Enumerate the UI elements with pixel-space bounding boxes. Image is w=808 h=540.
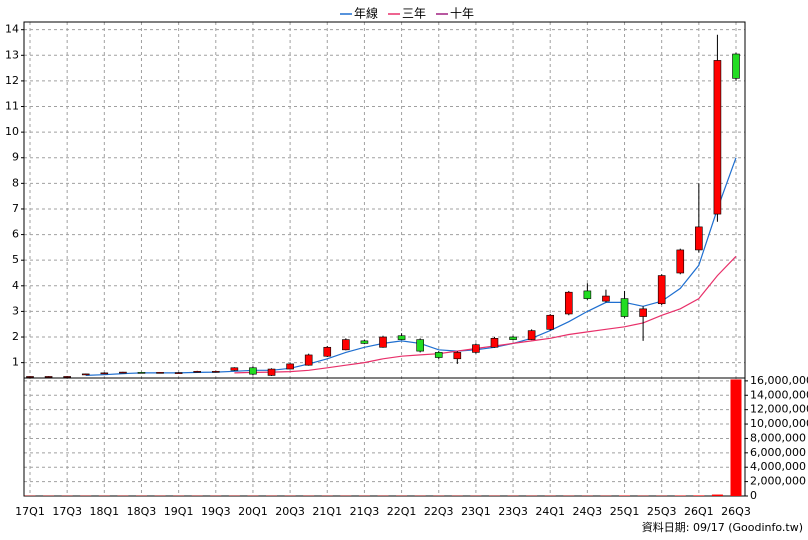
x-tick-label: 21Q1: [312, 505, 342, 518]
x-tick-label: 22Q1: [387, 505, 417, 518]
candle-body: [100, 372, 109, 375]
candle-body: [379, 336, 387, 348]
y-tick-label: 11: [5, 100, 19, 113]
x-tick-label: 23Q3: [498, 505, 528, 518]
x-tick-label: 24Q1: [535, 505, 565, 518]
candle-body: [695, 226, 703, 251]
y-tick-label: 6: [12, 228, 19, 241]
x-tick-label: 22Q3: [424, 505, 454, 518]
candle-body: [211, 371, 220, 373]
candle-body: [286, 363, 294, 370]
y-tick-label: 4: [12, 279, 19, 292]
candle-body: [676, 249, 685, 274]
candle-body: [174, 372, 183, 374]
candle-body: [137, 372, 146, 374]
x-tick-label: 25Q1: [610, 505, 640, 518]
y2-tick-label: 14,000,000: [750, 388, 808, 401]
y2-tick-label: 10,000,000: [750, 417, 808, 430]
y2-tick-label: 16,000,000: [750, 374, 808, 387]
x-tick-label: 17Q3: [52, 505, 82, 518]
x-tick-label: 20Q1: [238, 505, 268, 518]
candle-body: [620, 298, 629, 317]
y-tick-label: 14: [5, 23, 19, 36]
y2-tick-label: 6,000,000: [750, 446, 806, 459]
y-tick-label: 3: [12, 304, 19, 317]
x-tick-label: 23Q1: [461, 505, 491, 518]
y-tick-label: 1: [12, 356, 19, 369]
y-tick-label: 2: [12, 330, 19, 343]
candle-body: [342, 339, 350, 351]
y-tick-label: 8: [12, 176, 19, 189]
y-tick-label: 5: [12, 253, 19, 266]
candle-body: [639, 308, 647, 317]
candle-body: [81, 373, 90, 376]
y2-tick-label: 0: [750, 489, 757, 502]
legend-label: 年線: [354, 6, 378, 21]
y-tick-label: 12: [5, 74, 19, 87]
y2-tick-label: 8,000,000: [750, 431, 806, 444]
candle-body: [323, 346, 332, 357]
x-tick-label: 18Q1: [89, 505, 119, 518]
y-tick-label: 13: [5, 48, 19, 61]
x-tick-label: 24Q3: [573, 505, 603, 518]
candle-body: [657, 275, 666, 305]
candle-body: [119, 371, 127, 374]
y-tick-label: 9: [12, 151, 19, 164]
volume-bar: [693, 495, 705, 496]
candle-body: [397, 335, 406, 340]
y2-tick-label: 2,000,000: [750, 475, 806, 488]
x-tick-label: 20Q3: [275, 505, 305, 518]
candle-body: [416, 339, 424, 352]
candle-body: [564, 291, 573, 315]
candle-body: [602, 295, 610, 302]
candle-body: [230, 367, 239, 371]
footnote: 資料日期: 09/17 (Goodinfo.tw): [642, 520, 803, 534]
x-tick-label: 26Q1: [684, 505, 714, 518]
x-tick-label: 19Q1: [164, 505, 194, 518]
candle-body: [527, 330, 536, 340]
candle-body: [472, 344, 480, 353]
candle-body: [546, 314, 555, 330]
volume-bar: [711, 494, 723, 496]
volume-bar: [730, 379, 742, 496]
x-tick-label: 17Q1: [15, 505, 45, 518]
candle-body: [453, 352, 462, 360]
candle-body: [193, 371, 202, 373]
candle-body: [490, 338, 499, 348]
candle-body: [713, 60, 722, 215]
y-tick-label: 7: [12, 202, 19, 215]
legend-label: 十年: [450, 7, 474, 21]
candle-body: [63, 376, 71, 378]
x-tick-label: 21Q3: [350, 505, 380, 518]
candle-body: [249, 367, 257, 375]
ma-line: [234, 255, 737, 374]
plot-background: [24, 22, 745, 496]
candle-body: [509, 336, 517, 340]
y2-tick-label: 12,000,000: [750, 403, 808, 416]
candle-body: [156, 372, 164, 374]
x-tick-label: 26Q3: [721, 505, 751, 518]
x-tick-label: 25Q3: [647, 505, 677, 518]
x-tick-label: 18Q3: [127, 505, 157, 518]
x-tick-label: 19Q3: [201, 505, 231, 518]
candle-body: [583, 290, 592, 299]
candle-body: [304, 354, 313, 366]
y2-tick-label: 4,000,000: [750, 460, 806, 473]
candle-body: [267, 368, 276, 376]
candle-body: [26, 376, 34, 378]
candle-body: [732, 53, 740, 79]
y-tick-label: 10: [5, 125, 19, 138]
candle-body: [44, 376, 53, 378]
candle-body: [434, 352, 443, 358]
legend-label: 三年: [402, 7, 426, 21]
candle-body: [360, 340, 369, 344]
